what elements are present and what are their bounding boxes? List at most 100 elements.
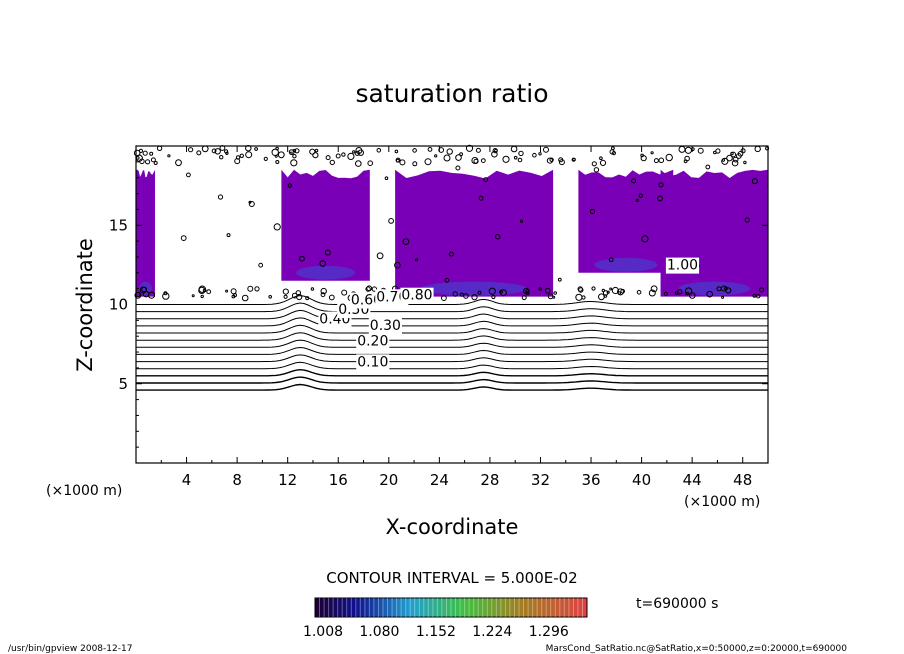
contour-blob <box>648 289 656 297</box>
contour-blob <box>620 288 626 294</box>
contour-blob <box>521 295 527 301</box>
contour-blob <box>495 234 501 240</box>
x-tick-label: 8 <box>232 471 242 489</box>
contour-label: 1.00 <box>667 258 698 274</box>
contour-label-bg <box>349 292 384 309</box>
contour-blob <box>167 154 171 158</box>
contour-blob <box>139 158 145 165</box>
contour-blob <box>705 164 711 170</box>
contour-blob <box>480 158 486 164</box>
contour-blob <box>156 145 163 152</box>
contour-blob <box>532 152 537 158</box>
contour-blob <box>459 292 464 297</box>
contour-line <box>136 317 768 327</box>
x-tick-label: 28 <box>480 471 499 489</box>
contour-blob <box>650 285 658 293</box>
contour-label: 0.70 <box>376 289 407 305</box>
supersaturated-region <box>578 169 674 273</box>
x-tick-label: 40 <box>632 471 651 489</box>
contour-blob <box>593 167 600 173</box>
contour-blob <box>544 287 551 294</box>
contour-blob <box>150 157 156 163</box>
contour-blob <box>241 294 249 302</box>
colorbar: 1.008 1.080 1.152 1.224 1.296 <box>303 597 588 640</box>
contour-blob <box>239 153 245 159</box>
contour-blob <box>412 161 418 167</box>
contour-blob <box>518 150 524 157</box>
contour-line <box>136 354 768 363</box>
contour-blob <box>478 195 484 201</box>
contour-blob <box>732 156 739 163</box>
contour-label-bg <box>400 287 434 304</box>
contour-blob <box>601 288 605 293</box>
contour-blob <box>320 292 326 298</box>
contour-blob <box>715 148 721 154</box>
contour-blob <box>354 150 360 156</box>
contour-blob <box>149 151 154 156</box>
contour-blob <box>744 217 750 223</box>
contour-blob <box>609 287 613 291</box>
chart-title: saturation ratio <box>355 79 548 108</box>
contour-blob <box>611 286 620 295</box>
contour-blob <box>713 150 717 155</box>
contour-blob <box>444 277 450 283</box>
contour-blob <box>578 287 584 293</box>
contour-blob <box>230 288 237 295</box>
contour-label: 0.30 <box>370 318 401 334</box>
contour-blob <box>721 295 725 299</box>
contour-blob <box>609 149 615 155</box>
contour-blob <box>494 148 498 153</box>
contour-blob <box>328 294 335 301</box>
contour-blob <box>543 146 549 153</box>
colorbar-gradient <box>314 597 588 618</box>
contour-blob <box>575 293 583 301</box>
contour-blob <box>319 260 327 267</box>
contour-blob <box>591 286 596 291</box>
contour-blob <box>424 158 432 166</box>
contour-blob <box>553 291 558 295</box>
contour-blob <box>726 154 733 162</box>
contour-blob <box>198 286 206 294</box>
contour-blob <box>617 288 624 296</box>
contour-blob <box>736 153 742 159</box>
contour-blob <box>599 156 603 160</box>
contour-blob <box>635 198 639 202</box>
contour-blob <box>254 147 259 151</box>
contour-blob <box>463 293 469 299</box>
supersaturated-region <box>660 169 768 297</box>
contour-blob <box>191 294 195 298</box>
contour-blob <box>299 255 305 262</box>
contour-line <box>136 383 768 391</box>
contour-blob <box>510 145 518 153</box>
contour-blob <box>427 147 433 152</box>
contour-blob <box>640 155 647 162</box>
contour-blob <box>606 290 610 294</box>
contour-blob <box>589 208 596 215</box>
contour-blob <box>538 287 542 291</box>
contour-blob <box>248 201 255 207</box>
contour-blob <box>477 290 482 295</box>
supersaturated-region <box>136 169 155 297</box>
colorbar-tick-label: 1.296 <box>529 624 569 640</box>
colorbar-tick-label: 1.224 <box>472 624 512 640</box>
contour-blob <box>294 148 300 154</box>
contour-blob <box>724 286 728 291</box>
contour-blob <box>730 151 737 158</box>
x-unit-left: (×1000 m) <box>46 483 122 499</box>
x-tick-label: 48 <box>733 471 752 489</box>
x-tick-label: 4 <box>182 471 192 489</box>
high-saturation-core <box>678 281 751 296</box>
contour-blob <box>292 154 297 159</box>
contour-blob <box>341 289 348 296</box>
contour-blob <box>571 157 576 162</box>
contour-blob <box>188 147 194 153</box>
contour-blob <box>175 159 182 167</box>
supersaturated-region <box>281 169 370 281</box>
contour-blob <box>290 159 298 167</box>
contour-label-bg <box>356 354 390 371</box>
contour-blob <box>206 289 212 295</box>
contour-blob <box>631 178 637 184</box>
footer-right: MarsCond_SatRatio.nc@SatRatio,x=0:50000,… <box>546 644 848 654</box>
contour-blob <box>491 294 496 300</box>
